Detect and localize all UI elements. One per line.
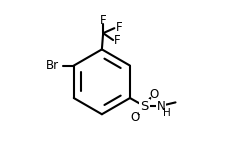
Text: O: O	[130, 111, 139, 124]
Text: S: S	[140, 100, 148, 113]
Text: H: H	[163, 108, 170, 118]
Text: N: N	[156, 100, 165, 113]
Text: F: F	[114, 34, 120, 47]
Text: F: F	[99, 14, 106, 27]
Text: O: O	[148, 88, 158, 101]
Text: Br: Br	[45, 59, 58, 72]
Text: F: F	[115, 21, 121, 34]
